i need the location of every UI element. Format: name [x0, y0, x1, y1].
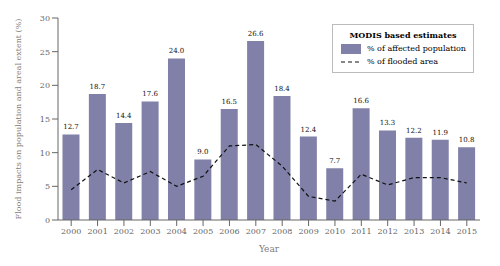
svg-text:2013: 2013 — [404, 227, 424, 236]
svg-text:10.8: 10.8 — [459, 136, 475, 144]
svg-text:2001: 2001 — [87, 227, 107, 236]
svg-text:2010: 2010 — [325, 227, 345, 236]
svg-text:26.6: 26.6 — [248, 30, 264, 38]
svg-text:13.3: 13.3 — [380, 119, 396, 127]
svg-text:2003: 2003 — [140, 227, 160, 236]
svg-text:9.0: 9.0 — [197, 148, 208, 156]
svg-text:2014: 2014 — [430, 227, 450, 236]
svg-text:11.9: 11.9 — [432, 129, 448, 137]
svg-text:18.7: 18.7 — [90, 83, 106, 91]
svg-text:2007: 2007 — [246, 227, 266, 236]
svg-text:2015: 2015 — [457, 227, 477, 236]
svg-text:20: 20 — [40, 81, 50, 90]
svg-text:2012: 2012 — [378, 227, 398, 236]
html-text:MODIS based estimates: MODIS based estimates — [349, 30, 457, 40]
svg-text:2008: 2008 — [272, 227, 292, 236]
html-text:% of affected population: % of affected population — [367, 44, 466, 53]
svg-text:14.4: 14.4 — [116, 112, 132, 120]
svg-text:2006: 2006 — [219, 227, 239, 236]
svg-text:24.0: 24.0 — [169, 47, 185, 55]
svg-text:25: 25 — [40, 48, 50, 57]
svg-text:2011: 2011 — [351, 227, 371, 236]
svg-text:15: 15 — [40, 115, 50, 124]
svg-text:12.4: 12.4 — [301, 126, 317, 134]
svg-text:16.6: 16.6 — [353, 97, 369, 105]
svg-text:12.7: 12.7 — [63, 123, 79, 131]
svg-text:2004: 2004 — [167, 227, 187, 236]
svg-text:30: 30 — [40, 14, 50, 23]
svg-text:2005: 2005 — [193, 227, 213, 236]
svg-text:12.2: 12.2 — [406, 127, 422, 135]
svg-text:Flood impacts on population an: Flood impacts on population and areal ex… — [14, 19, 23, 220]
svg-text:17.6: 17.6 — [142, 90, 158, 98]
html-text:% of flooded area: % of flooded area — [367, 57, 438, 66]
svg-text:10: 10 — [40, 149, 50, 158]
svg-text:2009: 2009 — [298, 227, 318, 236]
svg-text:2000: 2000 — [61, 227, 81, 236]
svg-text:2002: 2002 — [114, 227, 134, 236]
svg-text:0: 0 — [45, 216, 50, 225]
svg-text:5: 5 — [45, 182, 50, 191]
svg-text:16.5: 16.5 — [221, 98, 237, 106]
svg-text:Year: Year — [258, 244, 280, 254]
svg-text:18.4: 18.4 — [274, 85, 290, 93]
svg-text:7.7: 7.7 — [329, 157, 340, 165]
